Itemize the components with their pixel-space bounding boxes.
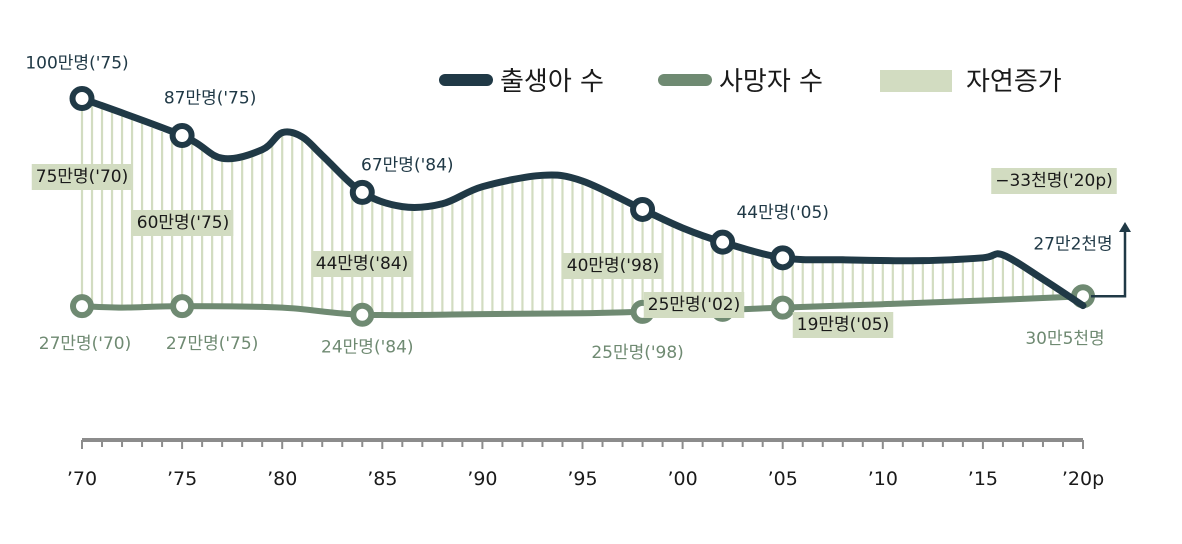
legend-births-label: 출생아 수 [500,67,604,97]
deaths-marker [350,302,375,327]
deaths-data-label: 27만명('75) [166,334,258,354]
deaths-data-label: 25만명('98) [591,343,683,363]
births-data-label: 67만명('84) [361,155,453,175]
births-marker [630,196,656,222]
x-tick-label: ’20p [1062,468,1104,490]
deaths-line [79,293,1086,319]
deaths-marker [170,294,195,319]
natural-increase-label: −33천명('20p) [995,171,1113,191]
arrow-line [1091,228,1127,298]
natural-increase-label: 25만명('02) [648,295,740,315]
natural-increase-label-bg [132,210,234,236]
x-tick-label: ’70 [67,468,97,490]
legend-natural-swatch [880,70,952,92]
x-tick-label: ’00 [667,468,697,490]
natural-increase-label-bg [991,168,1117,194]
legend: 출생아 수 사망자 수 자연증가 [439,67,1062,97]
x-tick-label: ’85 [367,468,397,490]
x-tick-label: ’05 [768,468,798,490]
natural-increase-label-bg [562,253,664,279]
natural-increase-label-bg [643,292,745,318]
births-marker [770,245,796,271]
births-line [78,95,1087,310]
natural-increase-label-bg [792,312,894,338]
natural-increase-label-bg [311,251,413,277]
x-tick-label: ’95 [567,468,597,490]
deaths-marker [70,294,94,319]
births-data-label: 100만명('75) [25,54,128,74]
x-tick-label: ’10 [868,468,898,490]
legend-natural-label: 자연증가 [966,67,1062,97]
arrow-head [1119,222,1131,232]
natural-increase-label: 40만명('98) [567,256,659,276]
deaths-data-label: 27만명('70) [39,334,131,354]
deaths-data-label: 24만명('84) [321,338,413,358]
x-tick-label: ’80 [267,468,297,490]
births-marker [169,122,195,148]
legend-deaths-label: 사망자 수 [719,67,823,97]
natural-increase-label: 60만명('75) [137,213,229,233]
x-axis: ’70 ’75 ’80 ’85 ’90 ’95 ’00 ’05 ’10 ’15 ’20p [67,438,1104,490]
births-marker [710,229,736,255]
births-data-label: 44만명('05) [736,203,828,223]
births-data-label: 27만2천명 [1033,235,1112,255]
births-series [69,86,1087,310]
x-tick-label: ’90 [467,468,497,490]
natural-increase-label: 19만명('05) [797,315,889,335]
deaths-marker [770,295,795,320]
natural-increase-bars [80,98,1065,315]
deaths-data-label: 30만5천명 [1025,329,1104,349]
natural-increase-label-bg [31,164,133,190]
point-labels: 100만명('75) 87만명('75) 67만명('84) 44만명('05) 27만… [25,54,1117,363]
natural-increase-label: 44만명('84) [316,254,408,274]
x-tick-label: ’75 [167,468,197,490]
births-data-label: 87만명('75) [164,88,256,108]
negative-increase-arrow [1091,222,1131,298]
births-marker [69,86,95,111]
natural-increase-label: 75만명('70) [36,167,128,187]
x-tick-label: ’15 [968,468,998,490]
births-marker [349,179,375,205]
